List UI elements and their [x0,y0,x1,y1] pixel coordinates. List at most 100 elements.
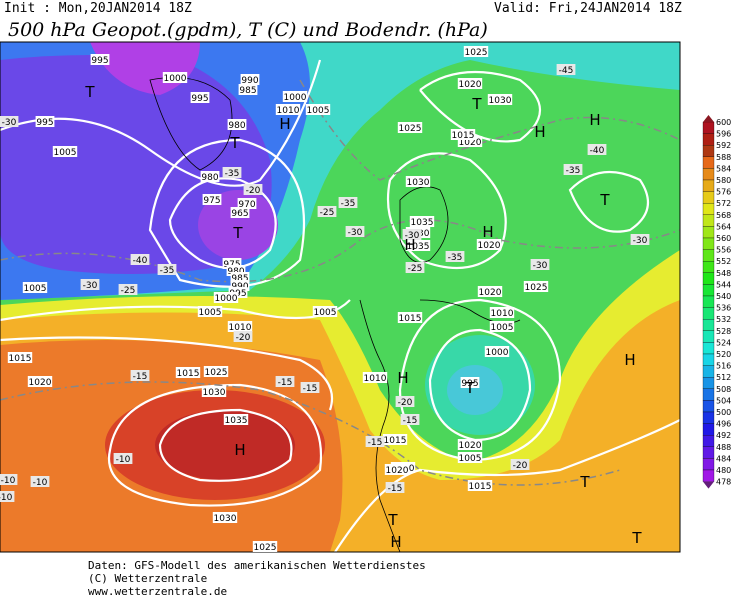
colorbar-segment [702,458,715,471]
map-title: 500 hPa Geopot.(gpdm), T (C) und Bodendr… [8,19,488,41]
isobar-label: 1010 [364,374,387,384]
temperature-label-box [243,184,263,195]
isobar-label-box [200,171,220,182]
footer-url: www.wetterzentrale.de [88,585,227,598]
isobar-label: 1025 [205,368,228,378]
isobar-label: 1035 [407,242,430,252]
pressure-center: T [631,529,642,547]
pressure-center: T [232,224,243,242]
isobar-label-box [467,480,493,491]
colorbar-tip [703,481,714,489]
isobar-label: 995 [36,118,53,128]
isobar-label-box [27,376,53,387]
temperature-label: -25 [121,286,136,296]
isobar-label-box [7,352,33,363]
isobar-label: 1000 [164,74,187,84]
temperature-label: -35 [566,166,581,176]
colorbar-segment [702,272,715,285]
temperature-label-box [118,284,138,295]
isobar-label: 1020 [478,241,501,251]
colorbar-label: 496 [716,420,731,429]
isobar-label: 1015 [9,354,32,364]
temperature-label: -40 [133,256,148,266]
isobar-label-box [22,282,48,293]
temperature-label: -30 [633,236,648,246]
isobar-label-box [397,122,423,133]
temperature-label: -15 [133,372,148,382]
colorbar-segment [702,411,715,424]
isobar-label: 1035 [225,416,248,426]
colorbar-segment [702,133,715,146]
isobar-label-box [238,84,258,95]
temperature-label-box [385,482,405,493]
footer-source: Daten: GFS-Modell des amerikanischen Wet… [88,559,426,572]
pressure-center: H [534,123,545,141]
init-time: Init : Mon,20JAN2014 18Z [4,1,192,16]
isobar-label: 985 [231,274,248,284]
temperature-label: -10 [1,476,16,486]
colorbar-segment [702,295,715,308]
isobar-label-box [175,367,201,378]
temperature-label-box [510,459,530,470]
isobar-label-box [237,198,257,209]
isobar-label: 1020 [29,378,52,388]
isobar-label: 1025 [399,124,422,134]
isobar-label: 1000 [486,348,509,358]
colorbar-label: 484 [716,454,731,463]
temperature-label-box [222,167,242,178]
isobar-label-box [222,258,242,269]
isobar-label-box [190,92,210,103]
colorbar-label: 596 [716,130,731,139]
pressure-center: H [234,441,245,459]
temperature-label: -35 [225,169,240,179]
isobar-label: 1035 [411,218,434,228]
temperature-label-box [556,64,576,75]
isobar-label: 1025 [465,48,488,58]
isobar-label: 1025 [254,543,277,553]
temperature-label-box [400,414,420,425]
isobar-label-box [523,281,549,292]
colorbar-label: 504 [716,396,731,405]
colorbar-segment [702,446,715,459]
temperature-label: -30 [405,231,420,241]
isobar-label: 995 [461,379,478,389]
colorbar-label: 556 [716,246,731,255]
colorbar-label: 548 [716,269,731,278]
pressure-center: T [387,511,398,529]
isobar-label: 1015 [399,314,422,324]
isobar-label-box [35,116,55,127]
colorbar-label: 564 [716,222,731,231]
colorbar-segment [702,249,715,262]
isobar-label: 1025 [525,283,548,293]
temperature-label-box [0,116,19,127]
temperature-label: -30 [348,228,363,238]
isobar-label: 1010 [491,309,514,319]
isobar-label-box [275,104,301,115]
isobar-label-box [203,366,229,377]
temperature-label: -20 [398,398,413,408]
colorbar-segment [702,330,715,343]
pressure-center: T [464,379,475,397]
temperature-label: -35 [448,253,463,263]
temperature-label-box [130,254,150,265]
map-frame [0,41,681,553]
isobar-label-box [162,72,188,83]
pressure-center: H [404,236,415,254]
isobar-label-box [305,104,331,115]
footer-copyright: (C) Wetterzentrale [88,572,207,585]
temperature-label: -20 [236,333,251,343]
temperature-label: -10 [0,493,13,503]
temperature-label-box [317,206,337,217]
isobar-label: 985 [239,86,256,96]
isobar-label: 1000 [215,294,238,304]
isobar-label-box [384,464,410,475]
pressure-center: H [390,533,401,551]
isobar-label-box [457,439,483,450]
temperature-label-box [530,259,550,270]
isobar-label: 1005 [307,106,330,116]
isobar-label: 990 [241,76,258,86]
temperature-label: -20 [513,461,528,471]
pressure-center: T [599,191,610,209]
isobar-label: 1030 [407,178,430,188]
